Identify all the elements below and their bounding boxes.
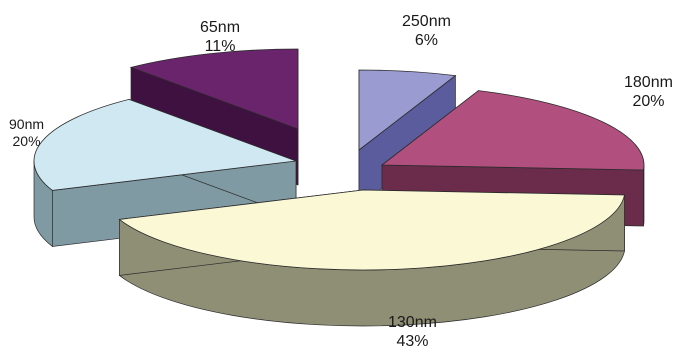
slice-top	[380, 90, 645, 171]
slice-label-65nm: 65nm 11%	[200, 18, 240, 56]
slice-top	[129, 48, 299, 130]
slice-name: 90nm	[9, 116, 45, 132]
slice-90nm	[33, 98, 297, 248]
slice-name: 65nm	[200, 19, 241, 36]
slice-label-130nm: 130nm 43%	[388, 313, 437, 351]
slice-label-250nm: 250nm 6%	[402, 12, 451, 50]
slice-label-90nm: 90nm 20%	[9, 116, 44, 150]
slice-top	[118, 189, 625, 271]
slice-130nm	[118, 189, 625, 327]
slice-top	[33, 98, 297, 191]
slice-percent: 11%	[204, 38, 236, 56]
slice-top	[358, 69, 457, 151]
slice-name: 130nm	[388, 314, 437, 331]
slice-percent: 20%	[632, 93, 665, 111]
slice-percent: 6%	[414, 32, 439, 50]
slice-label-180nm: 180nm 20%	[624, 73, 673, 111]
slice-name: 250nm	[402, 13, 451, 30]
slice-name: 180nm	[624, 74, 673, 91]
slice-percent: 43%	[396, 333, 429, 351]
slice-percent: 20%	[12, 132, 41, 149]
